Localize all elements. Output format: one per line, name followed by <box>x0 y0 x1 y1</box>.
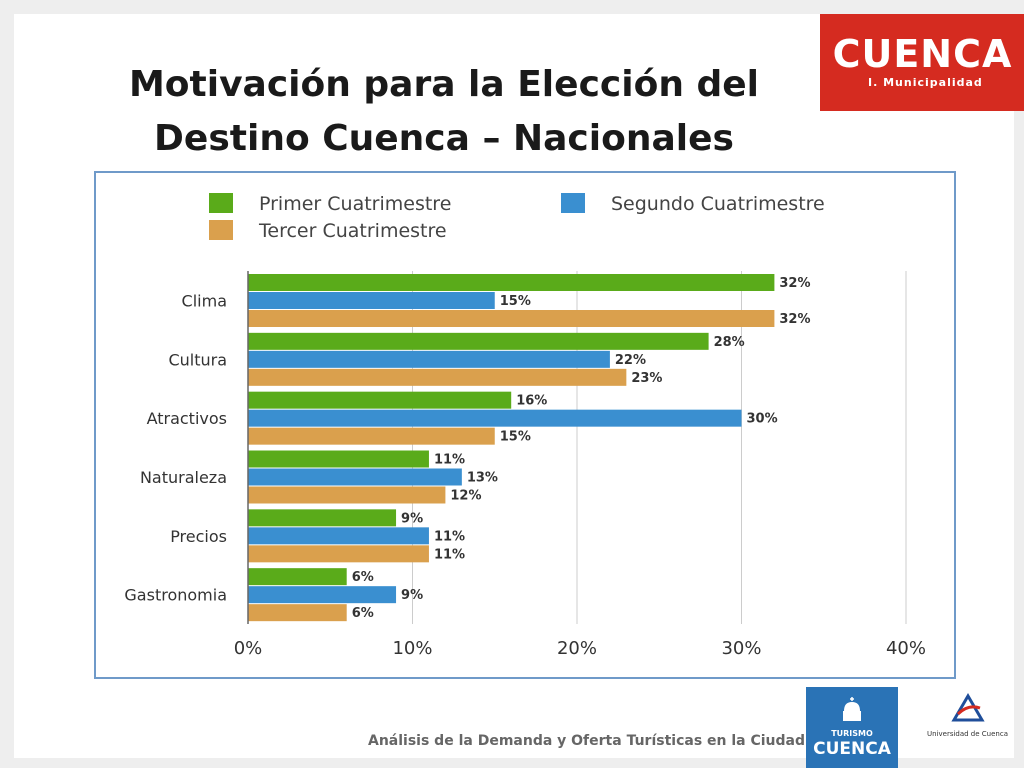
bar <box>248 368 627 386</box>
chart-container: 0% 10% 20% 30% 40% Primer Cuatrimestre Segundo… <box>94 171 956 679</box>
legend-label: Primer Cuatrimestre <box>259 193 451 215</box>
bar <box>248 486 446 504</box>
bar <box>248 350 610 368</box>
bar <box>248 391 512 409</box>
university-crest-icon <box>951 693 985 722</box>
data-label: 11% <box>434 547 465 562</box>
bar <box>248 468 462 486</box>
bar <box>248 509 397 527</box>
title-line-2: Destino Cuenca – Nacionales <box>154 118 734 159</box>
turismo-label: TURISMO <box>831 729 873 738</box>
footer-text: Análisis de la Demanda y Oferta Turístic… <box>368 733 892 749</box>
bar <box>248 568 347 586</box>
data-label: 30% <box>747 412 778 427</box>
data-label: 6% <box>352 606 374 621</box>
bar <box>248 586 397 604</box>
legend-label: Segundo Cuatrimestre <box>611 193 825 215</box>
slide: Motivación para la Elección del Destino … <box>14 14 1024 758</box>
logo-main-text: CUENCA <box>832 32 1013 76</box>
category-label: Atractivos <box>147 409 227 428</box>
data-label: 9% <box>401 588 423 603</box>
turismo-cuenca-label: CUENCA <box>813 739 891 759</box>
universidad-logo: Universidad de Cuenca <box>920 692 1015 742</box>
bar <box>248 427 495 445</box>
bar <box>248 292 495 309</box>
category-label: Gastronomia <box>124 586 227 605</box>
cuenca-logo: CUENCA I. Municipalidad <box>820 14 1024 111</box>
church-dome-icon <box>843 697 861 721</box>
data-label: 23% <box>631 371 662 386</box>
legend-swatch <box>209 220 233 240</box>
data-label: 32% <box>779 312 810 327</box>
page-title: Motivación para la Elección del Destino … <box>114 58 774 166</box>
logo-sub-text: I. Municipalidad <box>868 76 983 89</box>
bar <box>248 450 429 468</box>
category-label: Precios <box>170 527 227 546</box>
data-label: 28% <box>714 335 745 350</box>
data-label: 16% <box>516 394 547 409</box>
legend-swatch <box>209 193 233 213</box>
data-label: 15% <box>500 294 531 309</box>
data-label: 9% <box>401 511 423 526</box>
category-label: Naturaleza <box>140 468 227 487</box>
x-tick-label: 10% <box>392 638 432 659</box>
universidad-label: Universidad de Cuenca <box>926 730 1008 738</box>
bar <box>248 527 429 545</box>
bar <box>248 332 709 350</box>
data-label: 22% <box>615 353 646 368</box>
x-tick-label: 20% <box>557 638 597 659</box>
data-label: 12% <box>450 489 481 504</box>
bar <box>248 604 347 622</box>
x-tick-label: 30% <box>721 638 761 659</box>
title-line-1: Motivación para la Elección del <box>128 64 760 105</box>
bar <box>248 310 775 327</box>
data-label: 6% <box>352 570 374 585</box>
bar <box>248 409 742 427</box>
data-label: 11% <box>434 529 465 544</box>
data-label: 13% <box>467 471 498 486</box>
data-label: 11% <box>434 453 465 468</box>
category-label: Cultura <box>168 350 227 369</box>
turismo-logo: TURISMO CUENCA <box>806 687 898 768</box>
category-label: Clima <box>182 292 227 311</box>
x-tick-label: 0% <box>234 638 263 659</box>
bar <box>248 274 775 291</box>
x-tick-label: 40% <box>886 638 926 659</box>
data-label: 32% <box>779 276 810 291</box>
bar-chart: 0% 10% 20% 30% 40% Primer Cuatrimestre Segundo… <box>124 193 926 659</box>
bar <box>248 545 429 563</box>
legend-label: Tercer Cuatrimestre <box>258 220 447 242</box>
legend-swatch <box>561 193 585 213</box>
data-label: 15% <box>500 430 531 445</box>
